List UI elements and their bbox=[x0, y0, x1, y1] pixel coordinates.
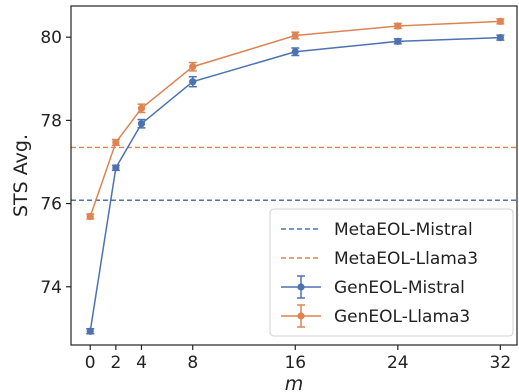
x-tick-label: 2 bbox=[110, 353, 121, 373]
data-point bbox=[189, 78, 197, 86]
x-axis-ticks: 0 2 4 8 16 24 32 bbox=[85, 345, 511, 373]
data-point bbox=[137, 104, 146, 112]
y-axis-ticks: 74 76 78 80 bbox=[40, 28, 71, 298]
y-tick-label: 76 bbox=[40, 195, 62, 215]
legend-box bbox=[269, 208, 514, 337]
legend-label: MetaEOL-Mistral bbox=[334, 220, 473, 240]
data-point bbox=[496, 17, 504, 25]
x-tick-label: 4 bbox=[136, 353, 147, 373]
data-point bbox=[394, 22, 402, 30]
data-point bbox=[291, 31, 299, 40]
x-tick-label: 16 bbox=[284, 353, 306, 373]
series-0 bbox=[86, 34, 505, 335]
legend-label: GenEOL-Mistral bbox=[334, 278, 465, 298]
legend-label: GenEOL-Llama3 bbox=[334, 307, 470, 327]
y-axis-label: STS Avg. bbox=[10, 134, 32, 217]
data-point bbox=[112, 138, 120, 147]
x-tick-label: 24 bbox=[387, 353, 409, 373]
legend-label: MetaEOL-Llama3 bbox=[334, 249, 478, 269]
x-axis-label: m bbox=[285, 373, 304, 392]
data-point bbox=[291, 48, 299, 56]
plot-frame bbox=[70, 5, 518, 346]
x-tick-label: 0 bbox=[85, 353, 96, 373]
x-tick-label: 32 bbox=[490, 353, 512, 373]
data-point bbox=[86, 327, 94, 335]
y-tick-label: 78 bbox=[40, 111, 62, 131]
legend: MetaEOL-Mistral MetaEOL-Llama3 GenEOL-Mist… bbox=[269, 208, 514, 337]
data-series bbox=[86, 17, 505, 335]
data-point bbox=[496, 34, 504, 42]
y-tick-label: 74 bbox=[40, 278, 62, 298]
legend-marker bbox=[297, 283, 305, 291]
data-point bbox=[86, 212, 94, 221]
reference-lines bbox=[71, 146, 517, 201]
data-point bbox=[189, 63, 197, 71]
x-tick-label: 8 bbox=[187, 353, 198, 373]
y-tick-label: 80 bbox=[40, 28, 62, 48]
data-point bbox=[394, 37, 402, 45]
series-1 bbox=[86, 17, 505, 221]
data-point bbox=[112, 164, 120, 172]
legend-marker bbox=[297, 312, 305, 320]
data-point bbox=[137, 120, 146, 128]
